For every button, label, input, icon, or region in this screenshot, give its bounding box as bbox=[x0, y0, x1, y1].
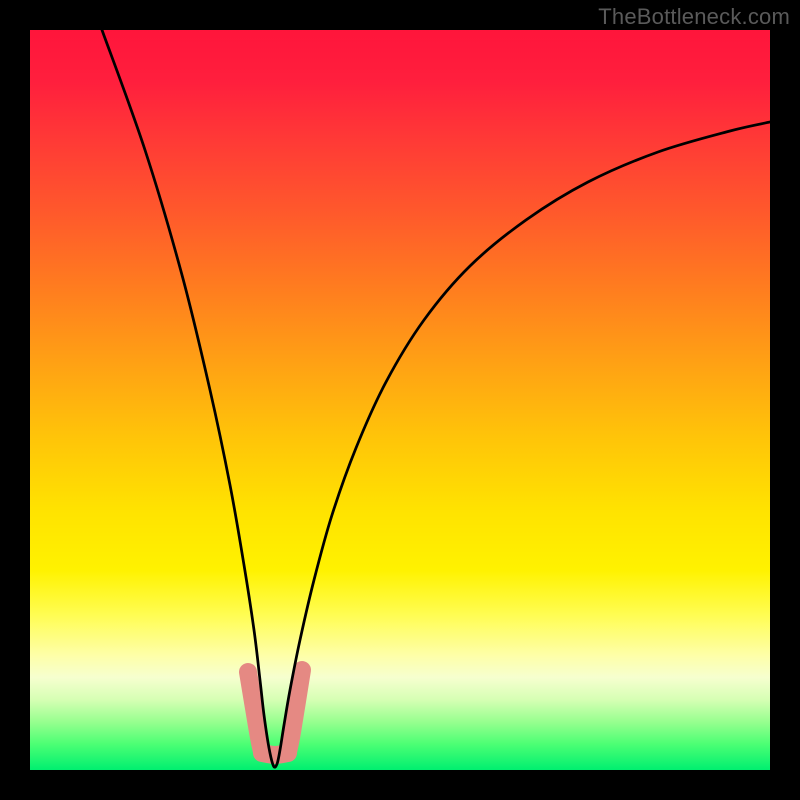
chart-container: TheBottleneck.com bbox=[0, 0, 800, 800]
plot-area bbox=[30, 30, 770, 770]
watermark-text: TheBottleneck.com bbox=[598, 4, 790, 30]
plot-svg bbox=[30, 30, 770, 770]
